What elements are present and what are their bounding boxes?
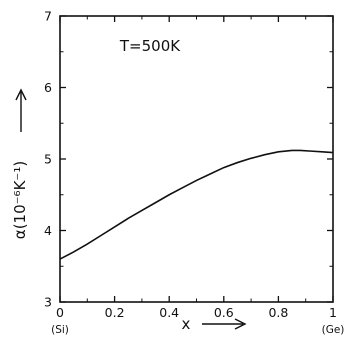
x-tick-label: 0.8 (268, 305, 288, 320)
y-tick-label: 5 (44, 152, 52, 167)
x-end-label-ge: (Ge) (322, 324, 345, 336)
x-end-label-si: (Si) (51, 324, 69, 336)
x-tick-labels: 0 0.2 0.4 0.6 0.8 1 (56, 305, 337, 320)
y-tick-label: 6 (44, 80, 52, 95)
axis-ticks (59, 15, 334, 303)
x-tick-label: 1 (329, 305, 337, 320)
x-arrow-head (234, 318, 247, 330)
x-tick-label: 0.4 (159, 305, 179, 320)
y-arrow-head (15, 88, 27, 101)
y-axis-arrow-icon (15, 88, 27, 132)
x-tick-label: 0.2 (105, 305, 125, 320)
plot-frame (59, 15, 334, 303)
x-tick-label: 0.6 (214, 305, 234, 320)
y-tick-label: 4 (44, 223, 52, 238)
x-axis-arrow-icon (202, 318, 247, 330)
y-tick-labels: 3 4 5 6 7 (44, 9, 52, 310)
temperature-annotation: T=500K (119, 37, 181, 55)
y-tick-label: 7 (44, 9, 52, 24)
x-axis-label: x (182, 315, 191, 333)
y-tick-label: 3 (44, 295, 52, 310)
series-line (59, 149, 334, 260)
x-tick-label: 0 (56, 305, 64, 320)
plot-border (59, 15, 334, 303)
y-axis-label: α(10⁻⁶K⁻¹) (11, 161, 29, 239)
